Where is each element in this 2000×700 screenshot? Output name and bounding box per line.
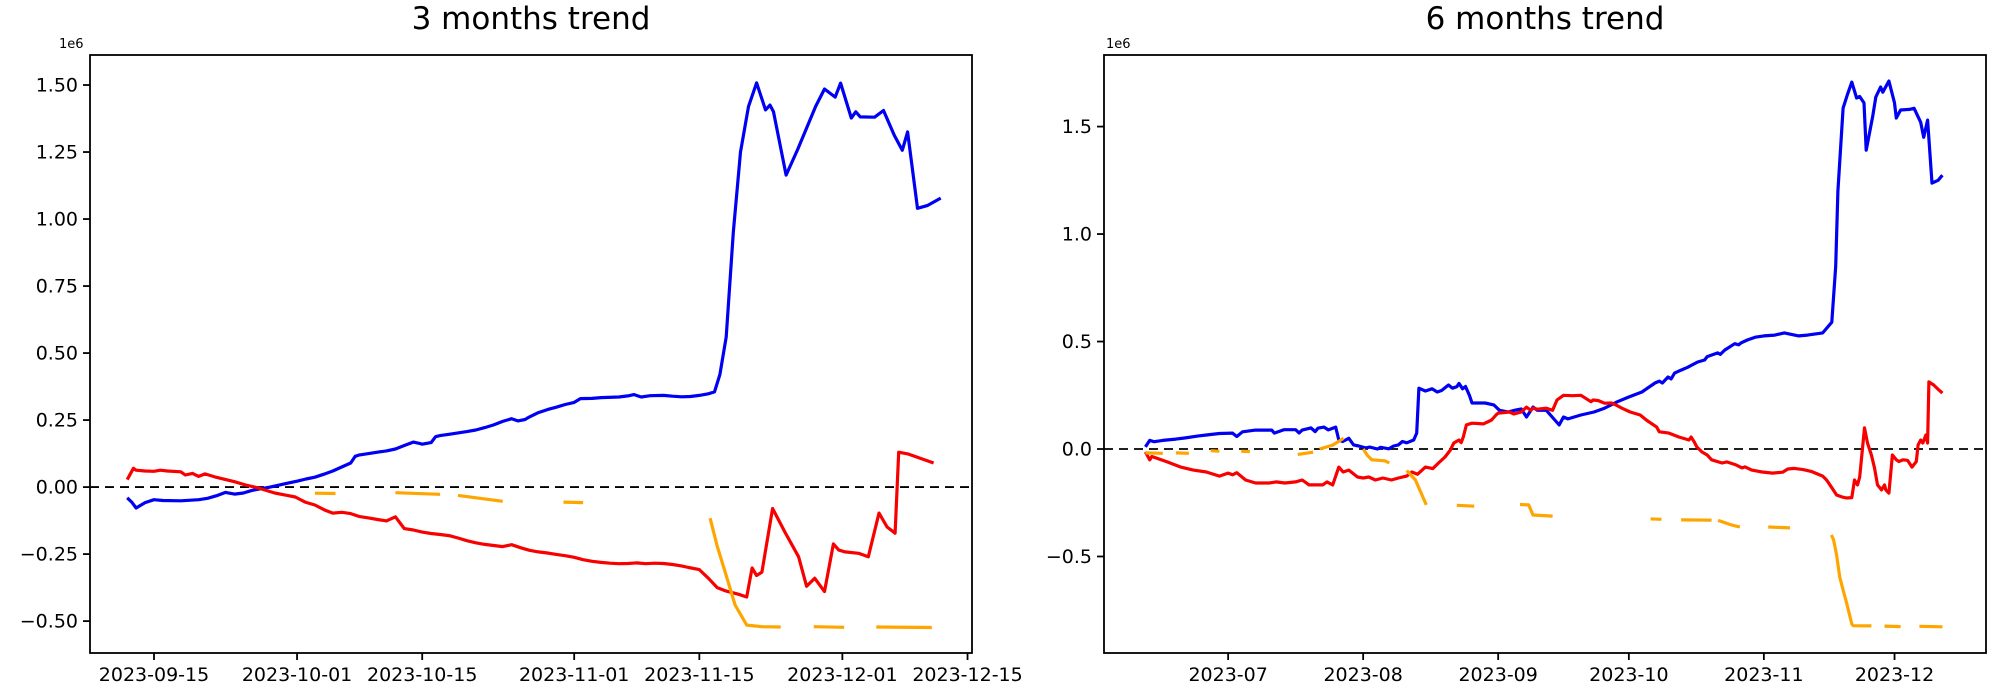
chart-title-3-months: 3 months trend	[411, 1, 651, 37]
orange-dashed-line	[1768, 525, 1791, 530]
blue-line	[126, 81, 942, 510]
y-tick-label: −0.5	[1046, 546, 1092, 568]
orange-dashed-line	[563, 500, 584, 505]
orange-dashed-line	[1884, 624, 1901, 629]
chart-6-months-trend: 2023-07 2023-08 2023-09 2023-10 2023-11 2023-…	[1046, 37, 1987, 686]
orange-dashed-line	[1519, 502, 1553, 518]
y-tick-label: 0.75	[36, 276, 78, 298]
orange-dashed-line	[1210, 449, 1220, 453]
red-line	[125, 450, 935, 599]
x-axis: 2023-07 2023-08 2023-09 2023-10 2023-11 2023-…	[1188, 653, 1934, 686]
x-tick-label: 2023-12-15	[912, 664, 1022, 686]
y-axis-offset-label: 1e6	[59, 37, 84, 52]
orange-dashed-line	[1405, 469, 1428, 506]
x-tick-label: 2023-09-15	[99, 664, 209, 686]
orange-dashed-line	[457, 493, 503, 503]
chart-3-months-trend: 2023-09-15 2023-10-01 2023-10-15 2023-11-01…	[20, 37, 1023, 686]
y-tick-label: −0.25	[20, 544, 78, 566]
x-tick-label: 2023-12	[1855, 664, 1934, 686]
x-tick-label: 2023-11	[1724, 664, 1803, 686]
orange-dashed-line	[1919, 624, 1943, 629]
orange-dashed-line	[1829, 534, 1872, 628]
series-group	[1143, 79, 1944, 629]
orange-dashed-line	[1717, 518, 1741, 529]
x-tick-label: 2023-10	[1589, 664, 1668, 686]
x-tick-label: 2023-10-01	[242, 664, 352, 686]
y-axis: 1.50 1.25 1.00 0.75 0.50 0.25 0.00 −0.25 −0.50	[20, 75, 90, 633]
y-tick-label: 1.25	[36, 142, 78, 164]
red-line	[1143, 380, 1944, 500]
x-tick-label: 2023-08	[1323, 664, 1402, 686]
x-tick-label: 2023-10-15	[367, 664, 477, 686]
y-tick-label: 0.0	[1062, 439, 1092, 461]
orange-dashed-line	[1456, 503, 1475, 508]
y-tick-label: 1.0	[1062, 224, 1092, 246]
orange-dashed-line	[813, 625, 845, 629]
x-tick-label: 2023-12-01	[787, 664, 897, 686]
y-axis-offset-label: 1e6	[1106, 37, 1131, 52]
plot-border	[89, 54, 973, 654]
x-tick-label: 2023-11-01	[519, 664, 629, 686]
orange-dashed-line	[1361, 448, 1391, 465]
y-tick-label: 1.00	[36, 209, 78, 231]
orange-dashed-line	[708, 517, 781, 629]
orange-dashed-line	[1319, 436, 1345, 451]
y-tick-label: 0.5	[1062, 331, 1092, 353]
x-tick-label: 2023-11-15	[644, 664, 754, 686]
y-tick-label: 1.5	[1062, 116, 1092, 138]
series-group	[125, 81, 942, 630]
y-tick-label: 0.50	[36, 343, 78, 365]
y-tick-label: 1.50	[36, 75, 78, 97]
x-tick-label: 2023-09	[1458, 664, 1537, 686]
plot-border	[1103, 54, 1987, 654]
y-axis: 1.5 1.0 0.5 0.0 −0.5	[1046, 116, 1104, 568]
y-tick-label: −0.50	[20, 611, 78, 633]
orange-dashed-line	[395, 491, 441, 496]
x-axis: 2023-09-15 2023-10-01 2023-10-15 2023-11-01…	[99, 653, 1023, 686]
orange-dashed-line	[1297, 450, 1314, 456]
y-tick-label: 0.00	[36, 477, 78, 499]
x-tick-label: 2023-07	[1188, 664, 1267, 686]
blue-line	[1144, 79, 1944, 451]
orange-dashed-line	[876, 625, 932, 630]
y-tick-label: 0.25	[36, 410, 78, 432]
chart-title-6-months: 6 months trend	[1425, 1, 1665, 37]
